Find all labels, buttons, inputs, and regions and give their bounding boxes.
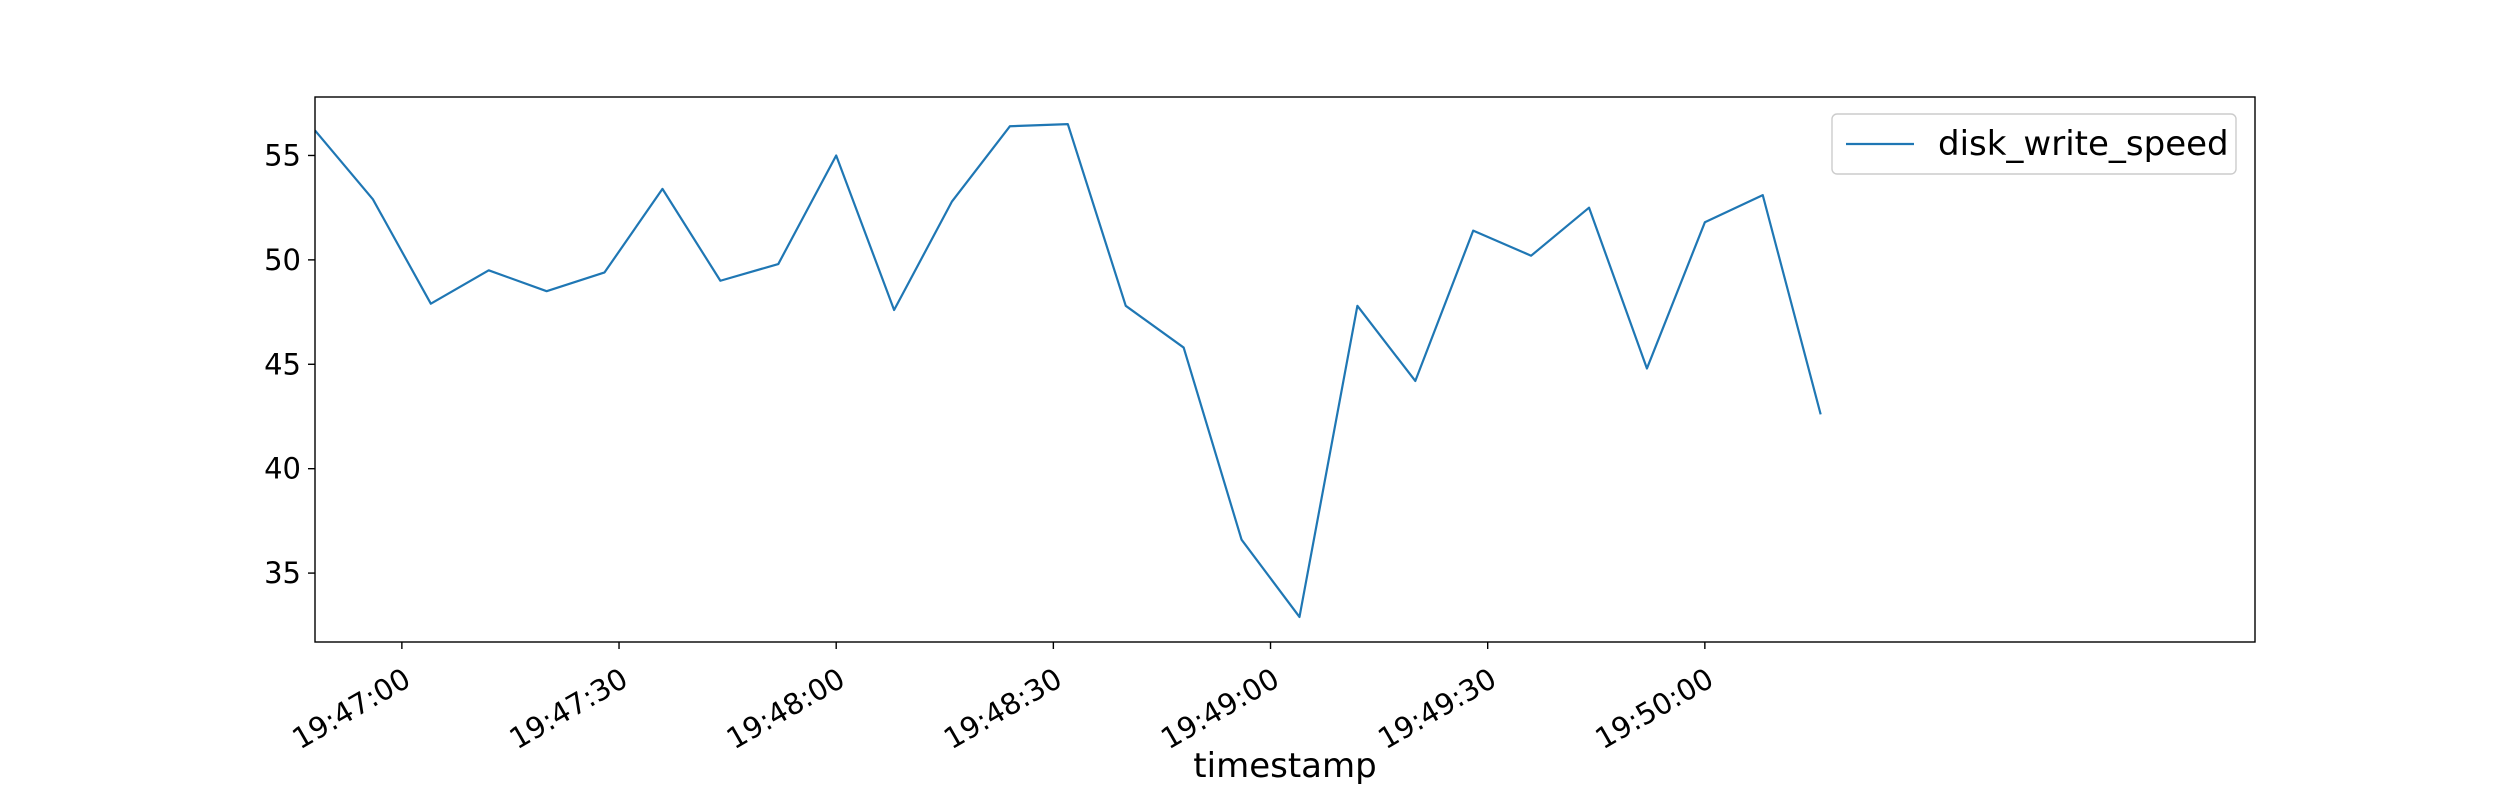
x-tick-label: 19:50:00 [1589,661,1719,756]
legend-label: disk_write_speed [1938,124,2229,164]
y-axis: 35 40 45 50 55 [264,138,315,590]
x-axis: 19:47:00 19:47:30 19:48:00 19:48:30 19:49:00… [286,642,1719,756]
plot-frame [314,96,2256,643]
legend-box [1831,113,2237,175]
y-tick-label: 55 [264,138,301,172]
series-line-0 [315,123,1822,619]
y-tick-label: 45 [264,347,301,381]
x-tick-label: 19:47:30 [504,661,634,756]
y-tick-label: 50 [264,243,301,277]
x-axis-title: timestamp [1193,746,1376,786]
plot-area [314,96,2256,643]
x-tick-label: 19:47:00 [286,661,416,756]
x-tick-label: 19:48:30 [938,661,1068,756]
x-tick-label: 19:48:00 [721,661,851,756]
legend: disk_write_speed [1831,113,2237,175]
x-tick-label: 19:49:30 [1372,661,1502,756]
y-tick-label: 35 [264,556,301,590]
y-tick-label: 40 [264,452,301,486]
x-tick-label: 19:49:00 [1155,661,1285,756]
